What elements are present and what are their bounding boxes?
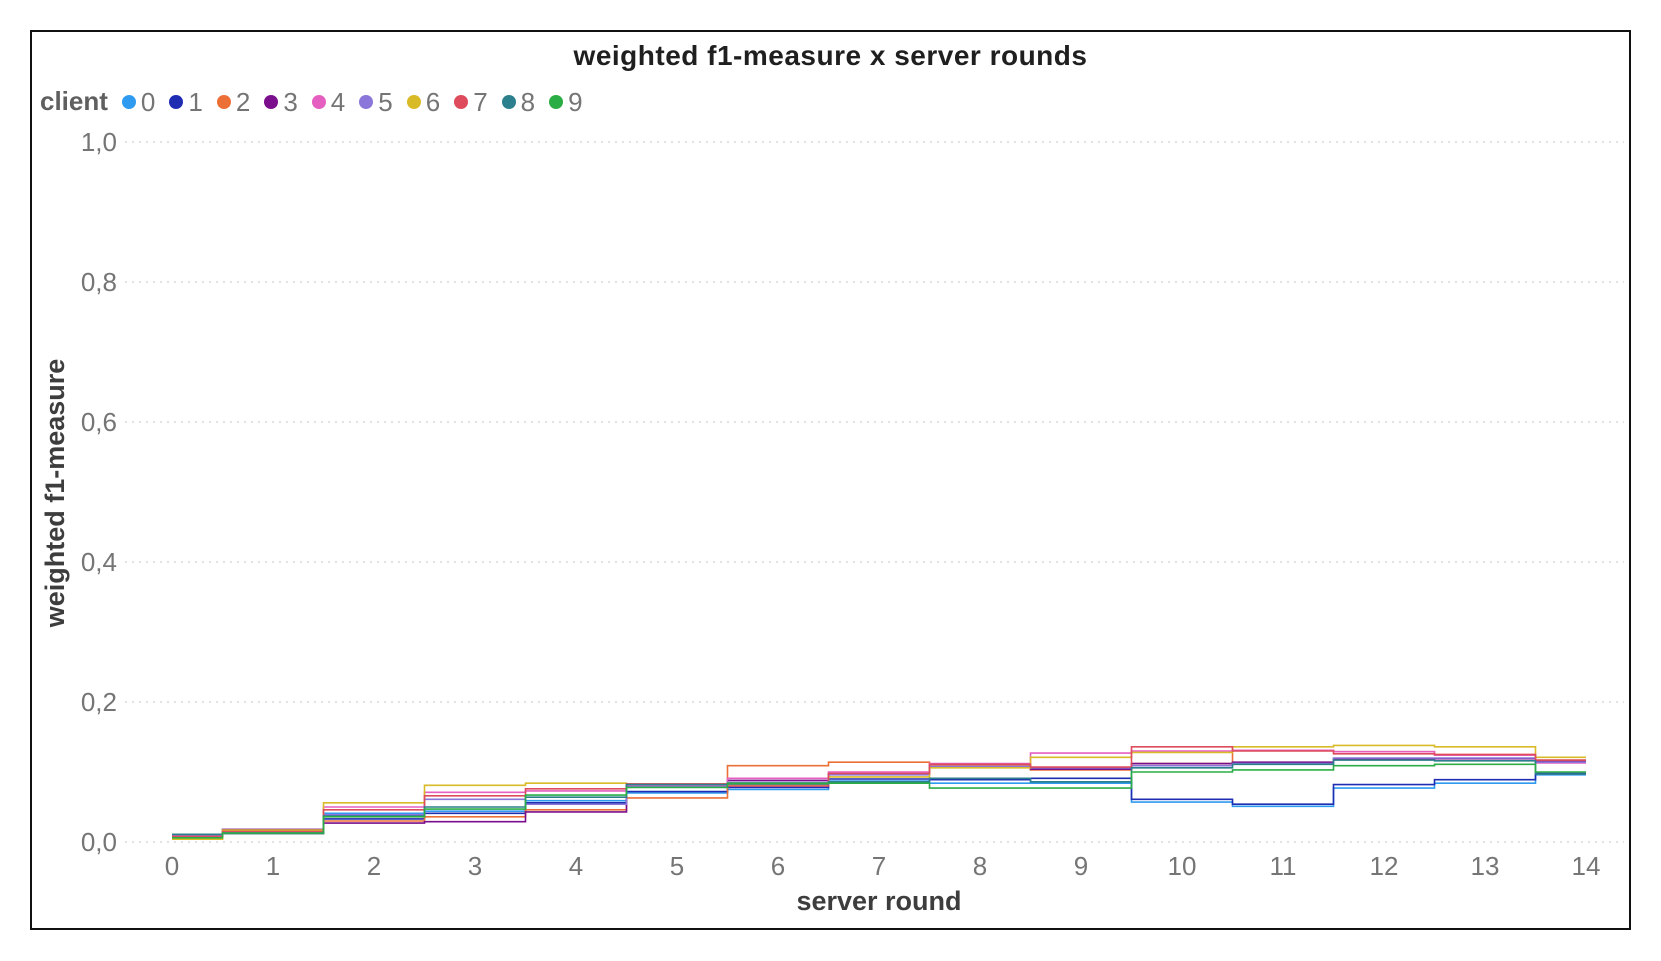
figure-box: weighted f1-measure x server rounds clie… — [30, 30, 1631, 930]
series-line-client-7 — [172, 746, 1586, 838]
y-axis-title: weighted f1-measure — [40, 359, 70, 629]
legend-item-label: 7 — [473, 86, 488, 117]
x-tick-label: 11 — [1270, 851, 1297, 881]
x-tick-label: 7 — [872, 851, 886, 881]
legend-swatch-icon — [359, 94, 374, 109]
x-axis-title: server round — [796, 886, 961, 916]
legend-swatch-icon — [406, 94, 421, 109]
legend-title: client — [40, 86, 108, 116]
legend-swatch-icon — [216, 94, 231, 109]
chart-svg: 0,00,20,40,60,81,00 1 2 3 4 5 6 7 8 9 10 11 12 13 14se… — [40, 127, 1624, 916]
x-tick-label: 0 — [165, 851, 179, 881]
x-tick-label: 8 — [973, 851, 987, 881]
y-tick-label: 0,6 — [81, 407, 117, 437]
legend-item: 3 — [264, 86, 298, 117]
legend-item: 4 — [311, 86, 346, 117]
chart-title: weighted f1-measure x server rounds — [573, 40, 1088, 71]
x-tick-label: 13 — [1471, 851, 1500, 881]
legend-item: 1 — [169, 86, 203, 117]
legend-item-label: 2 — [235, 86, 251, 117]
series-line-client-3 — [172, 757, 1586, 838]
legend-swatch-icon — [501, 94, 516, 109]
legend-item-label: 1 — [188, 86, 203, 117]
legend-swatch-icon — [454, 94, 469, 109]
y-tick-label: 0,8 — [81, 267, 117, 297]
legend: client 0 1 2 3 4 5 6 7 8 9 — [40, 86, 597, 117]
x-tick-label: 1 — [266, 851, 280, 881]
legend-swatch-icon — [264, 94, 279, 109]
x-tick-label: 9 — [1074, 851, 1088, 881]
legend-item: 2 — [216, 86, 251, 117]
y-tick-label: 1,0 — [81, 127, 117, 157]
legend-item-label: 4 — [330, 86, 346, 117]
x-tick-label: 3 — [468, 851, 482, 881]
x-tick-label: 6 — [771, 851, 785, 881]
y-tick-label: 0,4 — [81, 547, 117, 577]
legend-item-label: 0 — [140, 86, 156, 117]
legend-swatch-icon — [549, 94, 564, 109]
legend-swatch-icon — [311, 94, 326, 109]
legend-item: 7 — [454, 86, 488, 117]
legend-swatch-icon — [169, 94, 184, 109]
legend-item: 5 — [359, 86, 393, 117]
x-tick-label: 4 — [569, 851, 583, 881]
x-tick-label: 10 — [1168, 851, 1197, 881]
legend-item: 6 — [406, 86, 441, 117]
legend-item: 0 — [121, 86, 156, 117]
legend-item: 8 — [501, 86, 536, 117]
legend-item-label: 5 — [378, 86, 393, 117]
legend-item-label: 9 — [568, 86, 583, 117]
y-tick-label: 0,0 — [81, 827, 117, 857]
series-line-client-6 — [172, 744, 1586, 840]
series-line-client-4 — [172, 749, 1586, 838]
x-tick-label: 2 — [367, 851, 381, 881]
y-tick-label: 0,2 — [81, 687, 117, 717]
series-line-client-9 — [172, 763, 1586, 839]
legend-item: 9 — [549, 86, 583, 117]
legend-item-label: 6 — [425, 86, 441, 117]
series-line-client-1 — [172, 772, 1586, 837]
legend-item-label: 3 — [283, 86, 298, 117]
x-tick-label: 5 — [670, 851, 684, 881]
series-line-client-5 — [172, 757, 1586, 837]
x-tick-label: 12 — [1370, 851, 1399, 881]
legend-swatch-icon — [121, 94, 136, 109]
x-tick-label: 14 — [1572, 851, 1601, 881]
series-line-client-2 — [172, 749, 1586, 840]
legend-item-label: 8 — [520, 86, 536, 117]
